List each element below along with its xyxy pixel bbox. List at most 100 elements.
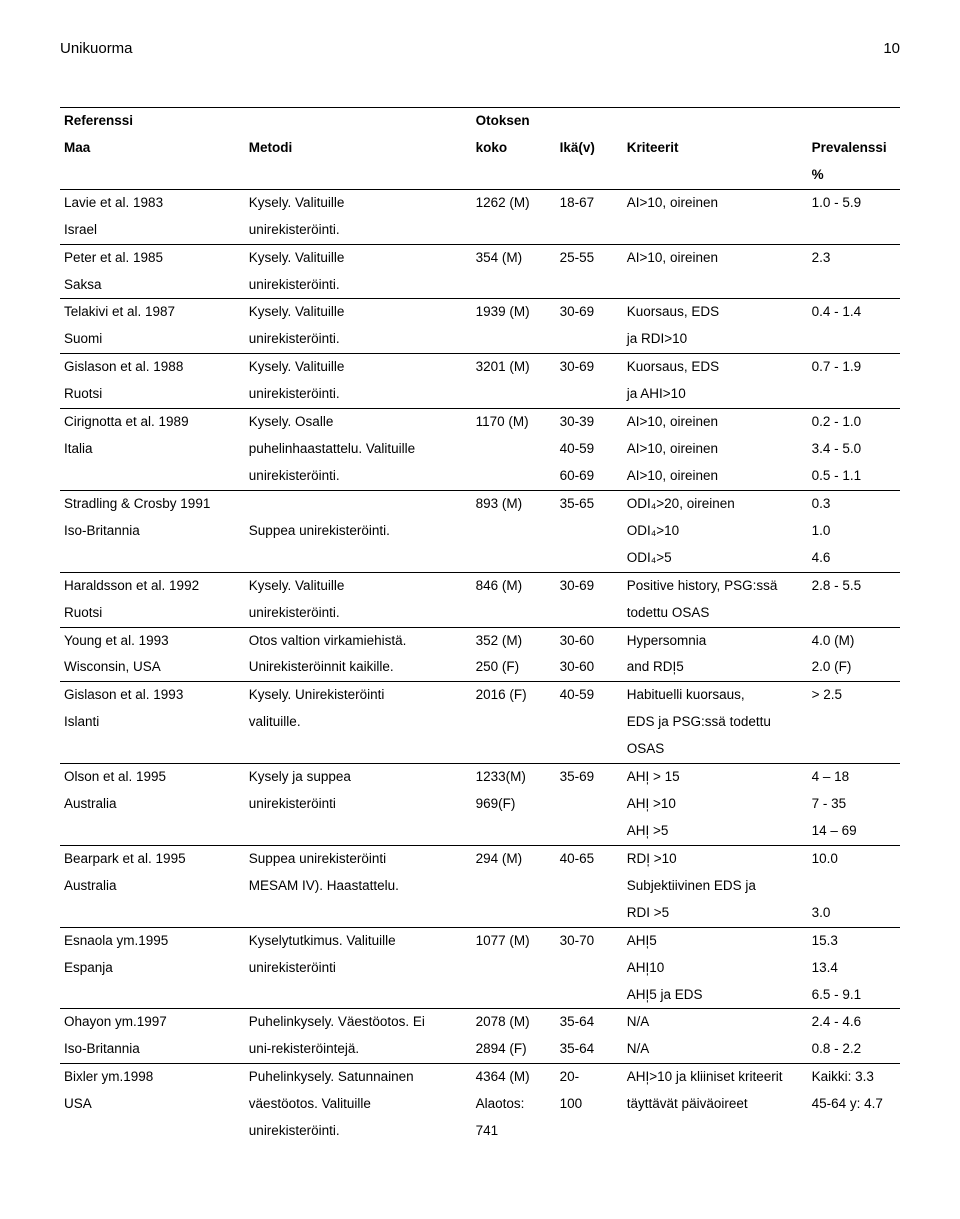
table-cell: 0.5 - 1.1 [808,463,900,490]
table-cell [623,272,808,299]
table-row: Wisconsin, USAUnirekisteröinnit kaikille… [60,654,900,681]
table-cell [808,600,900,627]
table-row: Olson et al. 1995Kysely ja suppea1233(M)… [60,764,900,791]
table-cell: valituille. [245,709,472,736]
table-row: Israelunirekisteröinti. [60,217,900,244]
table-row: Australiaunirekisteröinti969(F)AHI̩ >107… [60,791,900,818]
col-method-b: Metodi [245,135,472,162]
table-row: Suomiunirekisteröinti.ja RDI>10 [60,326,900,353]
table-cell: 10.0 [808,845,900,872]
table-row: Telakivi et al. 1987Kysely. Valituille19… [60,299,900,326]
table-row: AHI̩5 ja EDS6.5 - 9.1 [60,982,900,1009]
table-cell: 0.4 - 1.4 [808,299,900,326]
table-cell: and RDI̩5 [623,654,808,681]
col-size-b: koko [472,135,556,162]
table-cell: unirekisteröinti. [245,326,472,353]
table-cell: Positive history, PSG:ssä [623,572,808,599]
table-cell: Ruotsi [60,381,245,408]
table-cell: Puhelinkysely. Satunnainen [245,1064,472,1091]
table-row: unirekisteröinti.60-69AI>10, oireinen0.5… [60,463,900,490]
table-cell: Espanja [60,955,245,982]
table-cell: 30-69 [556,572,623,599]
table-cell: väestöotos. Valituille [245,1091,472,1118]
table-cell: 0.2 - 1.0 [808,409,900,436]
table-cell: 741 [472,1118,556,1145]
table-cell [556,982,623,1009]
table-cell: Stradling & Crosby 1991 [60,490,245,517]
table-row: Young et al. 1993Otos valtion virkamiehi… [60,627,900,654]
table-row: unirekisteröinti.741 [60,1118,900,1145]
table-cell: N/A [623,1036,808,1063]
table-cell: MESAM IV). Haastattelu. [245,873,472,900]
table-cell [60,818,245,845]
running-title: Unikuorma [60,40,133,57]
table-cell: 0.8 - 2.2 [808,1036,900,1063]
table-cell: 45-64 y: 4.7 [808,1091,900,1118]
table-cell: Otos valtion virkamiehistä. [245,627,472,654]
table-cell: 18-67 [556,189,623,216]
table-cell [556,818,623,845]
table-cell [808,381,900,408]
table-cell: RDI >5 [623,900,808,927]
table-cell [472,217,556,244]
table-row: Haraldsson et al. 1992Kysely. Valituille… [60,572,900,599]
table-cell: 40-59 [556,436,623,463]
table-cell: Kuorsaus, EDS [623,354,808,381]
table-cell: AHI̩ > 15 [623,764,808,791]
table-cell [556,326,623,353]
table-cell [472,381,556,408]
table-cell: ja AHI>10 [623,381,808,408]
table-body: Lavie et al. 1983Kysely. Valituille1262 … [60,189,900,1145]
table-cell [245,736,472,763]
table-cell: Iso-Britannia [60,1036,245,1063]
table-cell: Telakivi et al. 1987 [60,299,245,326]
col-size-c [472,162,556,189]
table-row: USAväestöotos. ValituilleAlaotos:100täyt… [60,1091,900,1118]
table-cell: 30-69 [556,354,623,381]
table-cell [556,600,623,627]
table-cell: 3.4 - 5.0 [808,436,900,463]
table-cell: Bearpark et al. 1995 [60,845,245,872]
table-cell: Gislason et al. 1993 [60,682,245,709]
table-cell: Kysely. Valituille [245,244,472,271]
table-cell [472,518,556,545]
table-cell: unirekisteröinti. [245,1118,472,1145]
table-cell [556,736,623,763]
table-cell [556,518,623,545]
table-cell [556,791,623,818]
table-cell: ODI₄>10 [623,518,808,545]
table-cell: Alaotos: [472,1091,556,1118]
col-prev-c: % [808,162,900,189]
table-cell: Iso-Britannia [60,518,245,545]
table-cell: Young et al. 1993 [60,627,245,654]
table-cell [472,272,556,299]
table-cell [472,818,556,845]
table-cell: 35-64 [556,1036,623,1063]
table-row: Islantivalituille.EDS ja PSG:ssä todettu [60,709,900,736]
table-cell: 969(F) [472,791,556,818]
table-cell: 60-69 [556,463,623,490]
table-cell [245,900,472,927]
table-row: AHI̩ >514 – 69 [60,818,900,845]
col-method-c [245,162,472,189]
table-cell: Hypersomnia [623,627,808,654]
table-cell: 4364 (M) [472,1064,556,1091]
table-cell: 1939 (M) [472,299,556,326]
table-cell: 1.0 - 5.9 [808,189,900,216]
table-cell [472,463,556,490]
table-cell: OSAS [623,736,808,763]
table-cell: 4 – 18 [808,764,900,791]
table-cell [808,272,900,299]
table-cell [60,463,245,490]
table-cell [808,736,900,763]
table-cell: RDI̩ >10 [623,845,808,872]
table-row: Gislason et al. 1993Kysely. Unirekisterö… [60,682,900,709]
table-cell: uni-rekisteröintejä. [245,1036,472,1063]
table-cell: 14 – 69 [808,818,900,845]
table-cell [556,381,623,408]
table-cell: Esnaola ym.1995 [60,927,245,954]
table-cell: 35-65 [556,490,623,517]
table-cell: 846 (M) [472,572,556,599]
table-cell: AI>10, oireinen [623,409,808,436]
table-cell: 40-65 [556,845,623,872]
